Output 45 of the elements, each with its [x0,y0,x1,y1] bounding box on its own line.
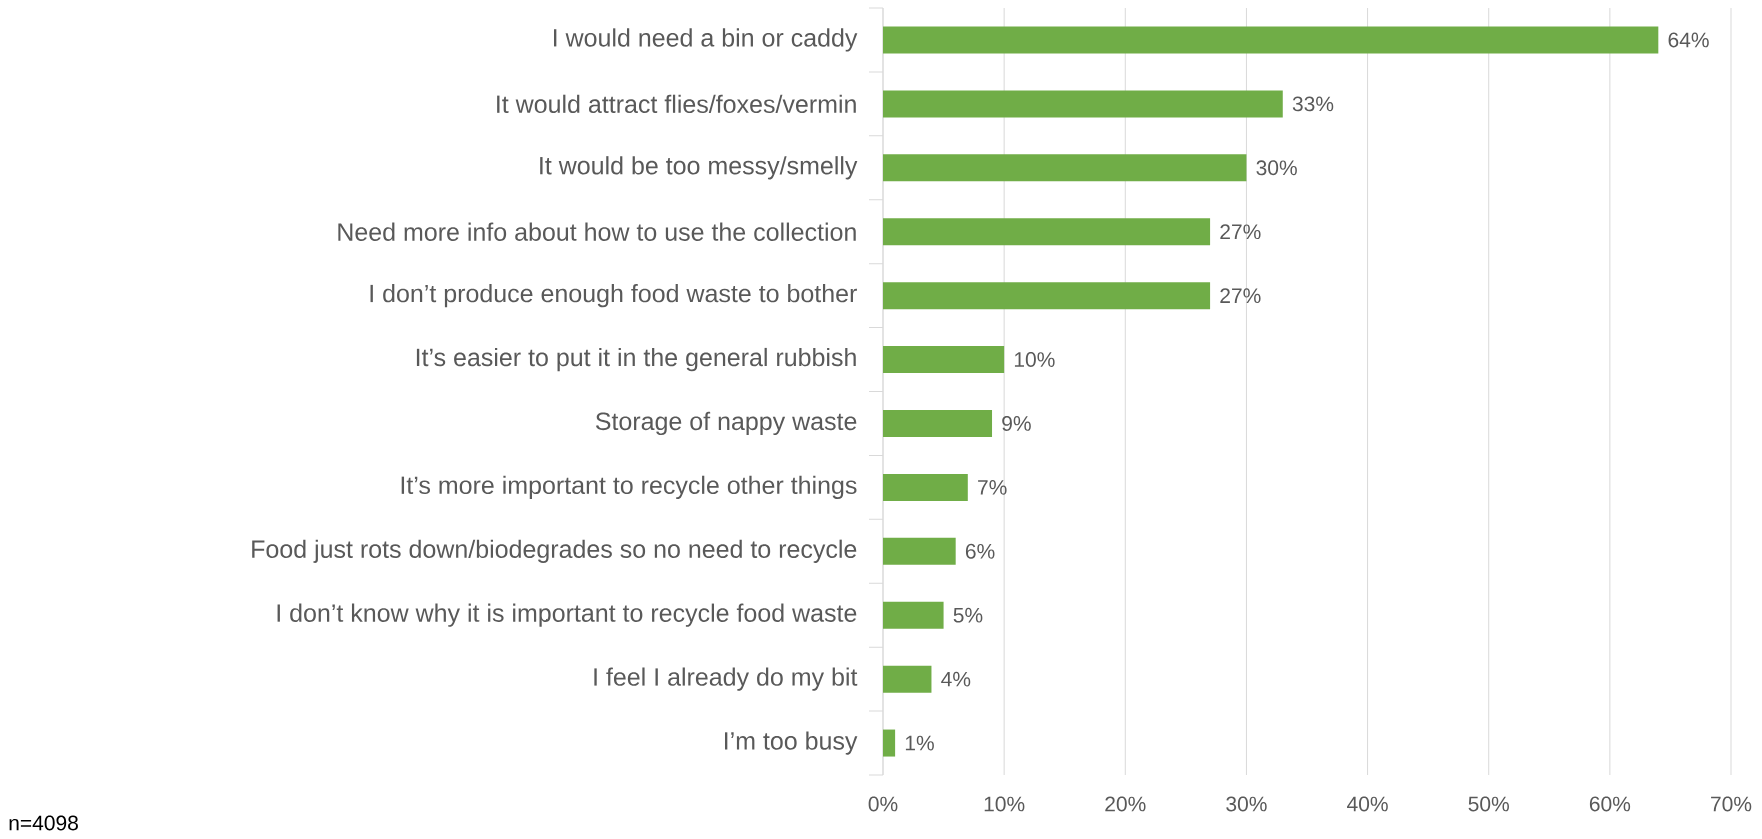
y-tick-label: I feel I already do my bit [594,667,858,691]
y-tick-label: I don’t know why it is important to recycle food waste [277,603,857,627]
y-tick-label: Food just rots down/biodegrades so no need to recycle [252,539,857,563]
x-tick-label: 60% [1589,796,1631,812]
data-label: 4% [941,671,971,687]
data-label: 27% [1220,288,1261,304]
y-tick-label: It would attract flies/foxes/vermin [497,94,856,114]
data-label: 64% [1668,32,1709,48]
y-tick-label: I would need a bin or caddy [554,28,858,52]
bar [883,665,932,693]
bar [883,282,1211,310]
bar [883,26,1659,54]
bar [883,729,896,757]
y-tick-label: It’s easier to put it in the general rubbish [416,347,856,372]
y-tick-label: Need more info about how to use the collection [338,222,856,241]
x-tick-label: 10% [984,796,1025,812]
y-tick-label: It’s more important to recycle other things [401,475,857,500]
bar [883,601,944,629]
y-tick-label: Storage of nappy waste [595,411,857,436]
x-tick-label: 50% [1468,796,1509,812]
data-label: 27% [1220,224,1261,240]
y-tick-label: I’m too busy [724,731,858,755]
bar [883,537,956,565]
bar [883,409,993,437]
x-tick-label: 0% [868,796,898,812]
x-tick-label: 70% [1711,796,1752,812]
text: n=4098 [9,815,78,831]
bar [883,346,1005,374]
data-label: 5% [953,607,983,623]
bar [883,218,1211,246]
data-label: 7% [978,480,1007,495]
data-label: 10% [1014,352,1055,367]
data-label: 6% [965,543,995,559]
data-label: 9% [1002,416,1031,431]
data-label: 1% [905,735,934,751]
x-tick-label: 40% [1347,796,1388,812]
y-tick-label: I don’t produce enough food waste to bother [370,283,857,308]
x-tick-label: 20% [1105,796,1146,812]
data-label: 30% [1256,160,1297,176]
bar [883,90,1283,118]
data-label: 33% [1292,96,1334,112]
bar [883,154,1247,182]
bar [883,473,968,501]
y-tick-label: It would be too messy/smelly [540,156,858,180]
x-tick-label: 30% [1226,796,1267,812]
